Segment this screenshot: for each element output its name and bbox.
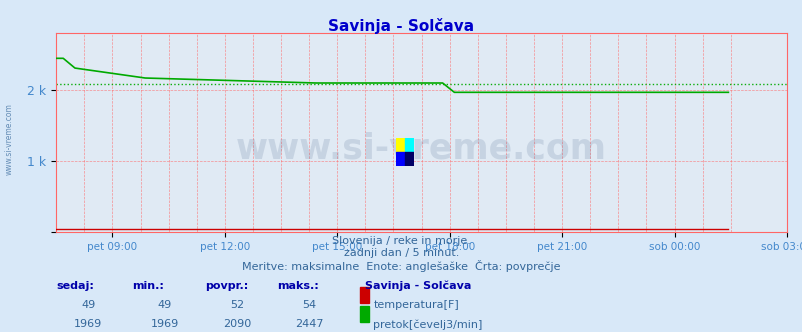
Text: povpr.:: povpr.: (205, 281, 248, 290)
Text: 49: 49 (157, 300, 172, 310)
Text: 2447: 2447 (294, 319, 323, 329)
Text: min.:: min.: (132, 281, 164, 290)
Text: sedaj:: sedaj: (56, 281, 94, 290)
Text: pretok[čevelj3/min]: pretok[čevelj3/min] (373, 319, 482, 330)
Text: temperatura[F]: temperatura[F] (373, 300, 459, 310)
Bar (404, 152, 413, 166)
Text: Savinja - Solčava: Savinja - Solčava (365, 281, 471, 291)
Text: Meritve: maksimalne  Enote: anglešaške  Črta: povprečje: Meritve: maksimalne Enote: anglešaške Čr… (242, 260, 560, 272)
Bar (395, 152, 404, 166)
Text: maks.:: maks.: (277, 281, 318, 290)
Text: 49: 49 (81, 300, 95, 310)
Text: www.si-vreme.com: www.si-vreme.com (236, 132, 606, 166)
Bar (395, 138, 404, 152)
Text: 1969: 1969 (150, 319, 179, 329)
Text: 52: 52 (229, 300, 244, 310)
Text: 2090: 2090 (222, 319, 251, 329)
Text: Slovenija / reke in morje.: Slovenija / reke in morje. (332, 236, 470, 246)
Text: 54: 54 (302, 300, 316, 310)
Text: 1969: 1969 (74, 319, 103, 329)
Text: www.si-vreme.com: www.si-vreme.com (5, 104, 14, 175)
Bar (404, 138, 413, 152)
Text: zadnji dan / 5 minut.: zadnji dan / 5 minut. (343, 248, 459, 258)
Text: Savinja - Solčava: Savinja - Solčava (328, 18, 474, 34)
